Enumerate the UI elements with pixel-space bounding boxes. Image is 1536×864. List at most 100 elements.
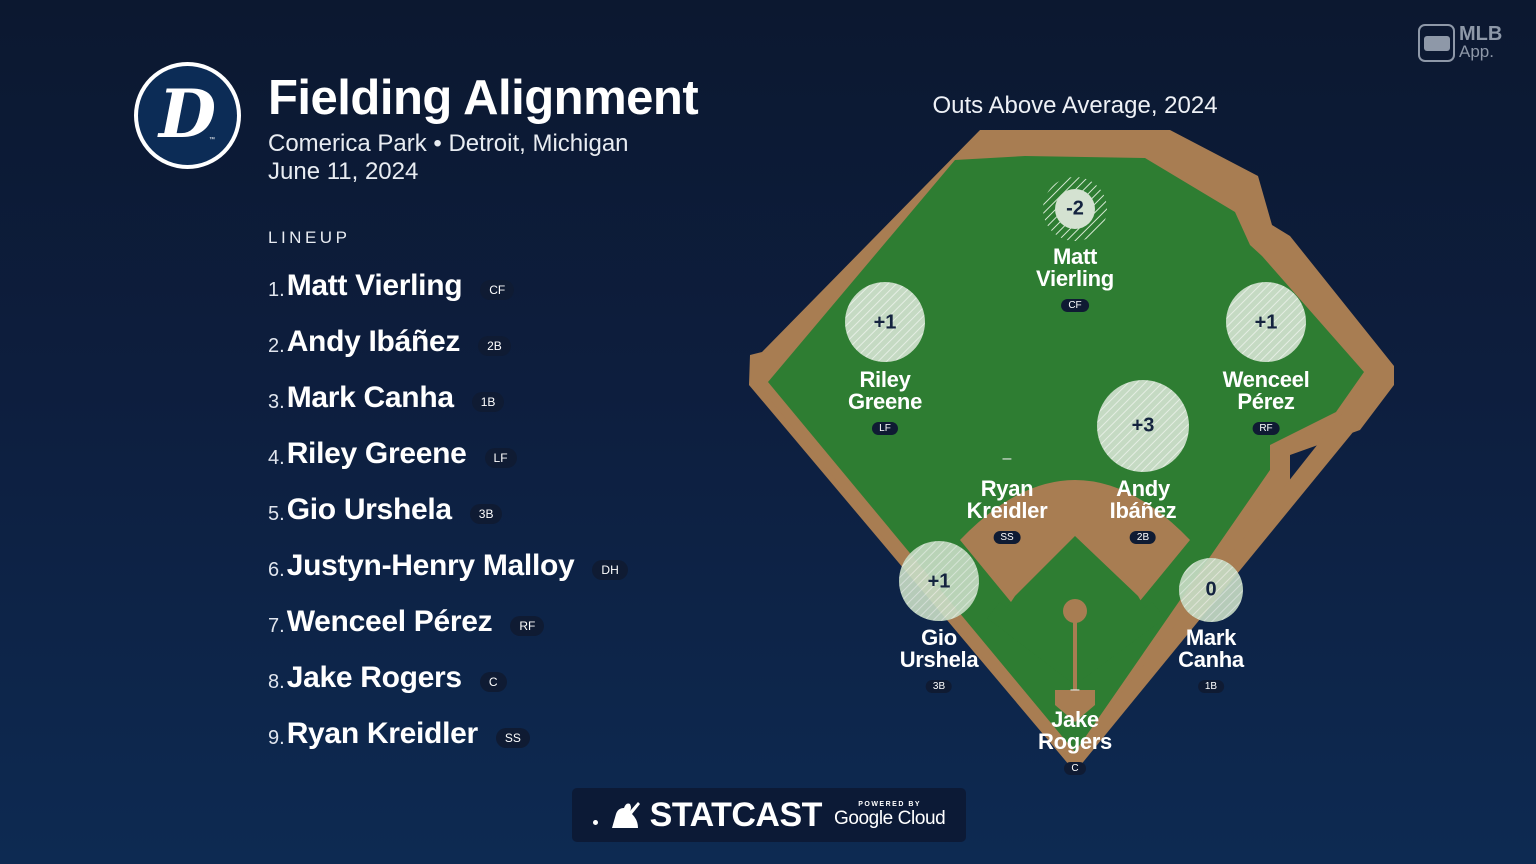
mlb-app-logo: MLB App. <box>1418 24 1502 62</box>
oaa-bubble-lf <box>845 282 925 362</box>
lineup-item: 6. Justyn-Henry Malloy DH <box>268 538 628 594</box>
field-player-2b: Andy Ibáñez 2B <box>1110 478 1177 544</box>
position-badge: LF <box>484 448 517 468</box>
player-name: Justyn-Henry Malloy <box>286 549 575 582</box>
oaa-value-c: – <box>1070 681 1080 698</box>
position-badge: C <box>479 672 507 692</box>
statcast-wordmark: STATCAST <box>649 795 823 834</box>
batting-order-number: 1. <box>268 278 285 301</box>
powered-by-label: POWERED BY <box>858 800 922 808</box>
field-player-ss: Ryan Kreidler SS <box>967 478 1048 544</box>
team-logo: D ™ <box>134 62 241 169</box>
player-first-name: Riley <box>859 367 911 392</box>
trademark-mark: ™ <box>209 137 215 143</box>
venue-text: Comerica Park • Detroit, Michigan <box>268 130 629 157</box>
oaa-bubble-1b <box>1179 558 1243 622</box>
batting-order-number: 2. <box>268 334 285 357</box>
player-first-name: Gio <box>921 625 957 650</box>
player-last-name: Kreidler <box>966 498 1048 523</box>
field-player-rf: Wenceel Pérez RF <box>1223 369 1310 435</box>
page-title: Fielding Alignment <box>268 71 699 125</box>
player-last-name: Greene <box>847 389 923 414</box>
player-first-name: Wenceel <box>1222 367 1310 392</box>
oaa-value-3b: +1 <box>927 570 951 593</box>
batting-order-number: 7. <box>268 614 285 637</box>
player-first-name: Mark <box>1185 625 1237 650</box>
batting-order-number: 4. <box>268 446 285 469</box>
player-first-name: Matt <box>1052 244 1098 269</box>
google-cloud-label: Google Cloud <box>833 807 946 829</box>
mlb-app-sublabel: App. <box>1459 42 1494 61</box>
lineup-item: 9. Ryan Kreidler SS <box>268 706 628 762</box>
position-badge: 2B <box>478 336 511 356</box>
oaa-bubble-3b <box>899 541 979 621</box>
player-last-name: Vierling <box>1036 266 1114 291</box>
batting-order-number: 3. <box>268 390 285 413</box>
lineup-item: 4. Riley Greene LF <box>268 426 628 482</box>
lineup-list: 1. Matt Vierling CF 2. Andy Ibáñez 2B 3.… <box>268 258 628 762</box>
oaa-value-2b: +3 <box>1131 414 1155 437</box>
batting-order-number: 5. <box>268 502 285 525</box>
batter-silhouette-icon <box>611 802 640 828</box>
position-badge: 3B <box>925 680 953 693</box>
position-badge: 3B <box>469 504 503 524</box>
lineup-item: 7. Wenceel Pérez RF <box>268 594 628 650</box>
position-badge: DH <box>592 560 628 580</box>
pitchers-mound <box>1063 599 1087 623</box>
mlb-logo-icon <box>1418 24 1455 62</box>
player-name: Mark Canha <box>286 381 454 414</box>
subtitle: Comerica Park • Detroit, Michigan June 1… <box>268 130 629 186</box>
position-badge: 1B <box>471 392 505 412</box>
dot-icon <box>592 819 598 825</box>
player-last-name: Canha <box>1178 647 1244 672</box>
position-badge: 1B <box>1197 680 1225 693</box>
oaa-bubble-2b <box>1097 380 1189 472</box>
batting-order-number: 9. <box>268 726 285 749</box>
position-badge: CF <box>480 280 515 300</box>
team-logo-letter: D <box>158 74 217 153</box>
powered-by-google-cloud: POWERED BY Google Cloud <box>833 800 946 830</box>
oaa-value-cf: -2 <box>1066 197 1084 220</box>
statcast-footer: STATCAST POWERED BY Google Cloud <box>572 788 966 842</box>
field-player-cf: Matt Vierling CF <box>1036 246 1114 312</box>
player-name: Wenceel Pérez <box>286 605 493 638</box>
team-logo-inner: D ™ <box>138 66 237 165</box>
field-player-1b: Mark Canha 1B <box>1178 627 1244 693</box>
oaa-value-lf: +1 <box>873 311 897 334</box>
player-first-name: Jake <box>1051 707 1099 732</box>
player-name: Jake Rogers <box>286 661 462 694</box>
lineup-item: 3. Mark Canha 1B <box>268 370 628 426</box>
batting-order-number: 8. <box>268 670 285 693</box>
mlb-app-label: MLB <box>1459 23 1503 45</box>
position-badge: C <box>1064 762 1086 775</box>
player-last-name: Rogers <box>1038 729 1112 754</box>
player-name: Riley Greene <box>286 437 467 470</box>
position-badge: RF <box>510 616 545 636</box>
player-name: Gio Urshela <box>286 493 452 526</box>
player-last-name: Pérez <box>1237 389 1295 414</box>
position-badge: CF <box>1061 299 1089 312</box>
batting-order-number: 6. <box>268 558 285 581</box>
home-plate-area <box>1055 690 1095 722</box>
lineup-item: 5. Gio Urshela 3B <box>268 482 628 538</box>
player-first-name: Andy <box>1116 476 1170 501</box>
oaa-value-ss: – <box>1002 450 1012 467</box>
player-name: Matt Vierling <box>286 269 463 302</box>
field-player-c: Jake Rogers C <box>1038 709 1112 775</box>
position-badge: SS <box>495 728 530 748</box>
lineup-item: 8. Jake Rogers C <box>268 650 628 706</box>
oaa-bubble-rf <box>1226 282 1306 362</box>
position-badge: 2B <box>1129 531 1157 544</box>
lineup-heading: LINEUP <box>268 228 351 247</box>
lineup-item: 1. Matt Vierling CF <box>268 258 628 314</box>
player-name: Andy Ibáñez <box>286 325 461 358</box>
position-badge: SS <box>993 531 1021 544</box>
field-player-lf: Riley Greene LF <box>848 369 922 435</box>
field-player-3b: Gio Urshela 3B <box>900 627 979 693</box>
position-badge: LF <box>872 422 898 435</box>
player-name: Ryan Kreidler <box>286 717 478 750</box>
oaa-value-rf: +1 <box>1254 311 1278 334</box>
player-first-name: Ryan <box>980 476 1034 501</box>
player-last-name: Urshela <box>899 647 979 672</box>
